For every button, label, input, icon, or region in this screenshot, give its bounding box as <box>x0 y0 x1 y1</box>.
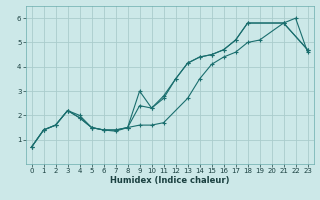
X-axis label: Humidex (Indice chaleur): Humidex (Indice chaleur) <box>110 176 229 185</box>
